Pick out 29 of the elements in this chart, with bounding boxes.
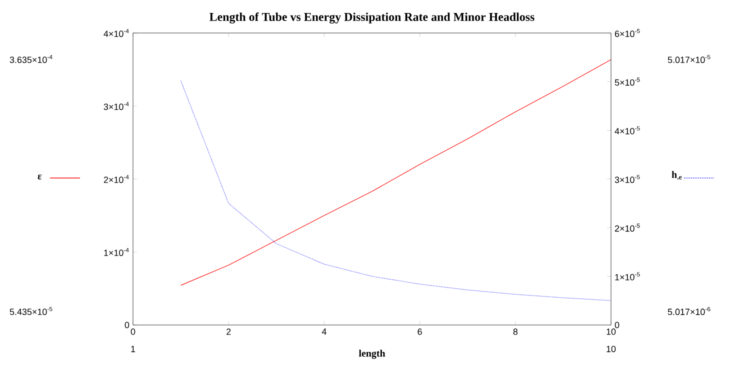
x-tick-label: 0 (130, 328, 136, 335)
text: 1 (131, 346, 136, 352)
line-series (180, 80, 612, 301)
x-tick-label: 2 (226, 328, 231, 335)
text: 5.435×10$^{-5}$ (10, 307, 52, 316)
y-tick-label: 1×10$^{-4}$ (104, 248, 129, 256)
y2-tick-label: 6×10$^{-5}$ (614, 29, 640, 38)
y2-tick-label: 5×10$^{-5}$ (614, 78, 640, 86)
chart-title: Length of Tube vs Energy Dissipation Rate and Minor Headloss (210, 12, 534, 24)
text: 10 (606, 346, 616, 352)
text: 5.017×10$^{-6}$ (668, 306, 710, 316)
x-tick-label: 4 (322, 328, 326, 335)
y-tick-label: 2×10$^{-4}$ (104, 175, 129, 184)
y-tick-label: 3×10$^{-4}$ (104, 102, 129, 110)
y2-tick-label: 3×10$^{-5}$ (614, 175, 640, 184)
text: 5.017×10$^{-5}$ (668, 54, 710, 64)
legend-label: h$_{.e}$ (672, 170, 682, 180)
x-axis-title: length (358, 350, 386, 359)
y-tick-label: 0 (124, 322, 130, 328)
x-tick-label: 10 (606, 328, 616, 335)
y2-tick-label: 2×10$^{-5}$ (614, 224, 640, 232)
y2-tick-label: 1×10$^{-5}$ (615, 272, 640, 280)
text: 3.635×10$^{-4}$ (10, 54, 52, 64)
x-tick-label: 8 (513, 328, 518, 335)
y-tick-label: 4×10$^{-4}$ (104, 29, 129, 38)
y2-tick-label: 4×10$^{-5}$ (614, 126, 640, 134)
x-tick-label: 6 (418, 328, 422, 335)
y2-tick-label: 0 (614, 322, 620, 328)
legend-label: ε (38, 174, 42, 180)
